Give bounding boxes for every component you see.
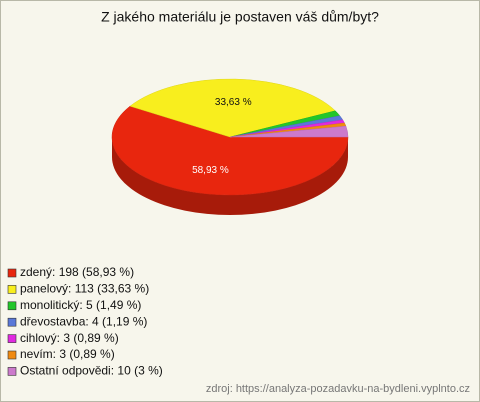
legend-label: Ostatní odpovědi: 10 (3 %) <box>20 364 163 378</box>
legend-swatch <box>7 350 17 360</box>
legend-swatch <box>7 367 17 376</box>
value-label: 33,63 % <box>215 97 252 108</box>
slice <box>229 125 349 138</box>
slice-side <box>112 137 348 215</box>
legend-swatch <box>7 285 17 294</box>
value-label: 58,93 % <box>192 165 229 176</box>
legend-label: panelový: 113 (33,63 %) <box>20 282 149 296</box>
legend-swatch <box>7 334 17 343</box>
legend-label: zdený: 198 (58,93 %) <box>20 265 134 279</box>
legend-swatch <box>7 268 17 278</box>
slice <box>111 105 349 196</box>
legend-label: cihlový: 3 (0,89 %) <box>20 331 119 345</box>
chart-title: Z jakého materiálu je postaven váš dům/b… <box>101 9 379 25</box>
legend-label: monolitický: 5 (1,49 %) <box>20 298 141 312</box>
legend-label: dřevostavba: 4 (1,19 %) <box>20 314 147 328</box>
legend-label: nevím: 3 (0,89 %) <box>20 347 115 361</box>
legend-swatch <box>7 301 17 311</box>
legend-swatch <box>7 317 17 327</box>
source: zdroj: https://analyza-pozadavku-na-bydl… <box>206 383 470 395</box>
slice <box>129 78 336 138</box>
